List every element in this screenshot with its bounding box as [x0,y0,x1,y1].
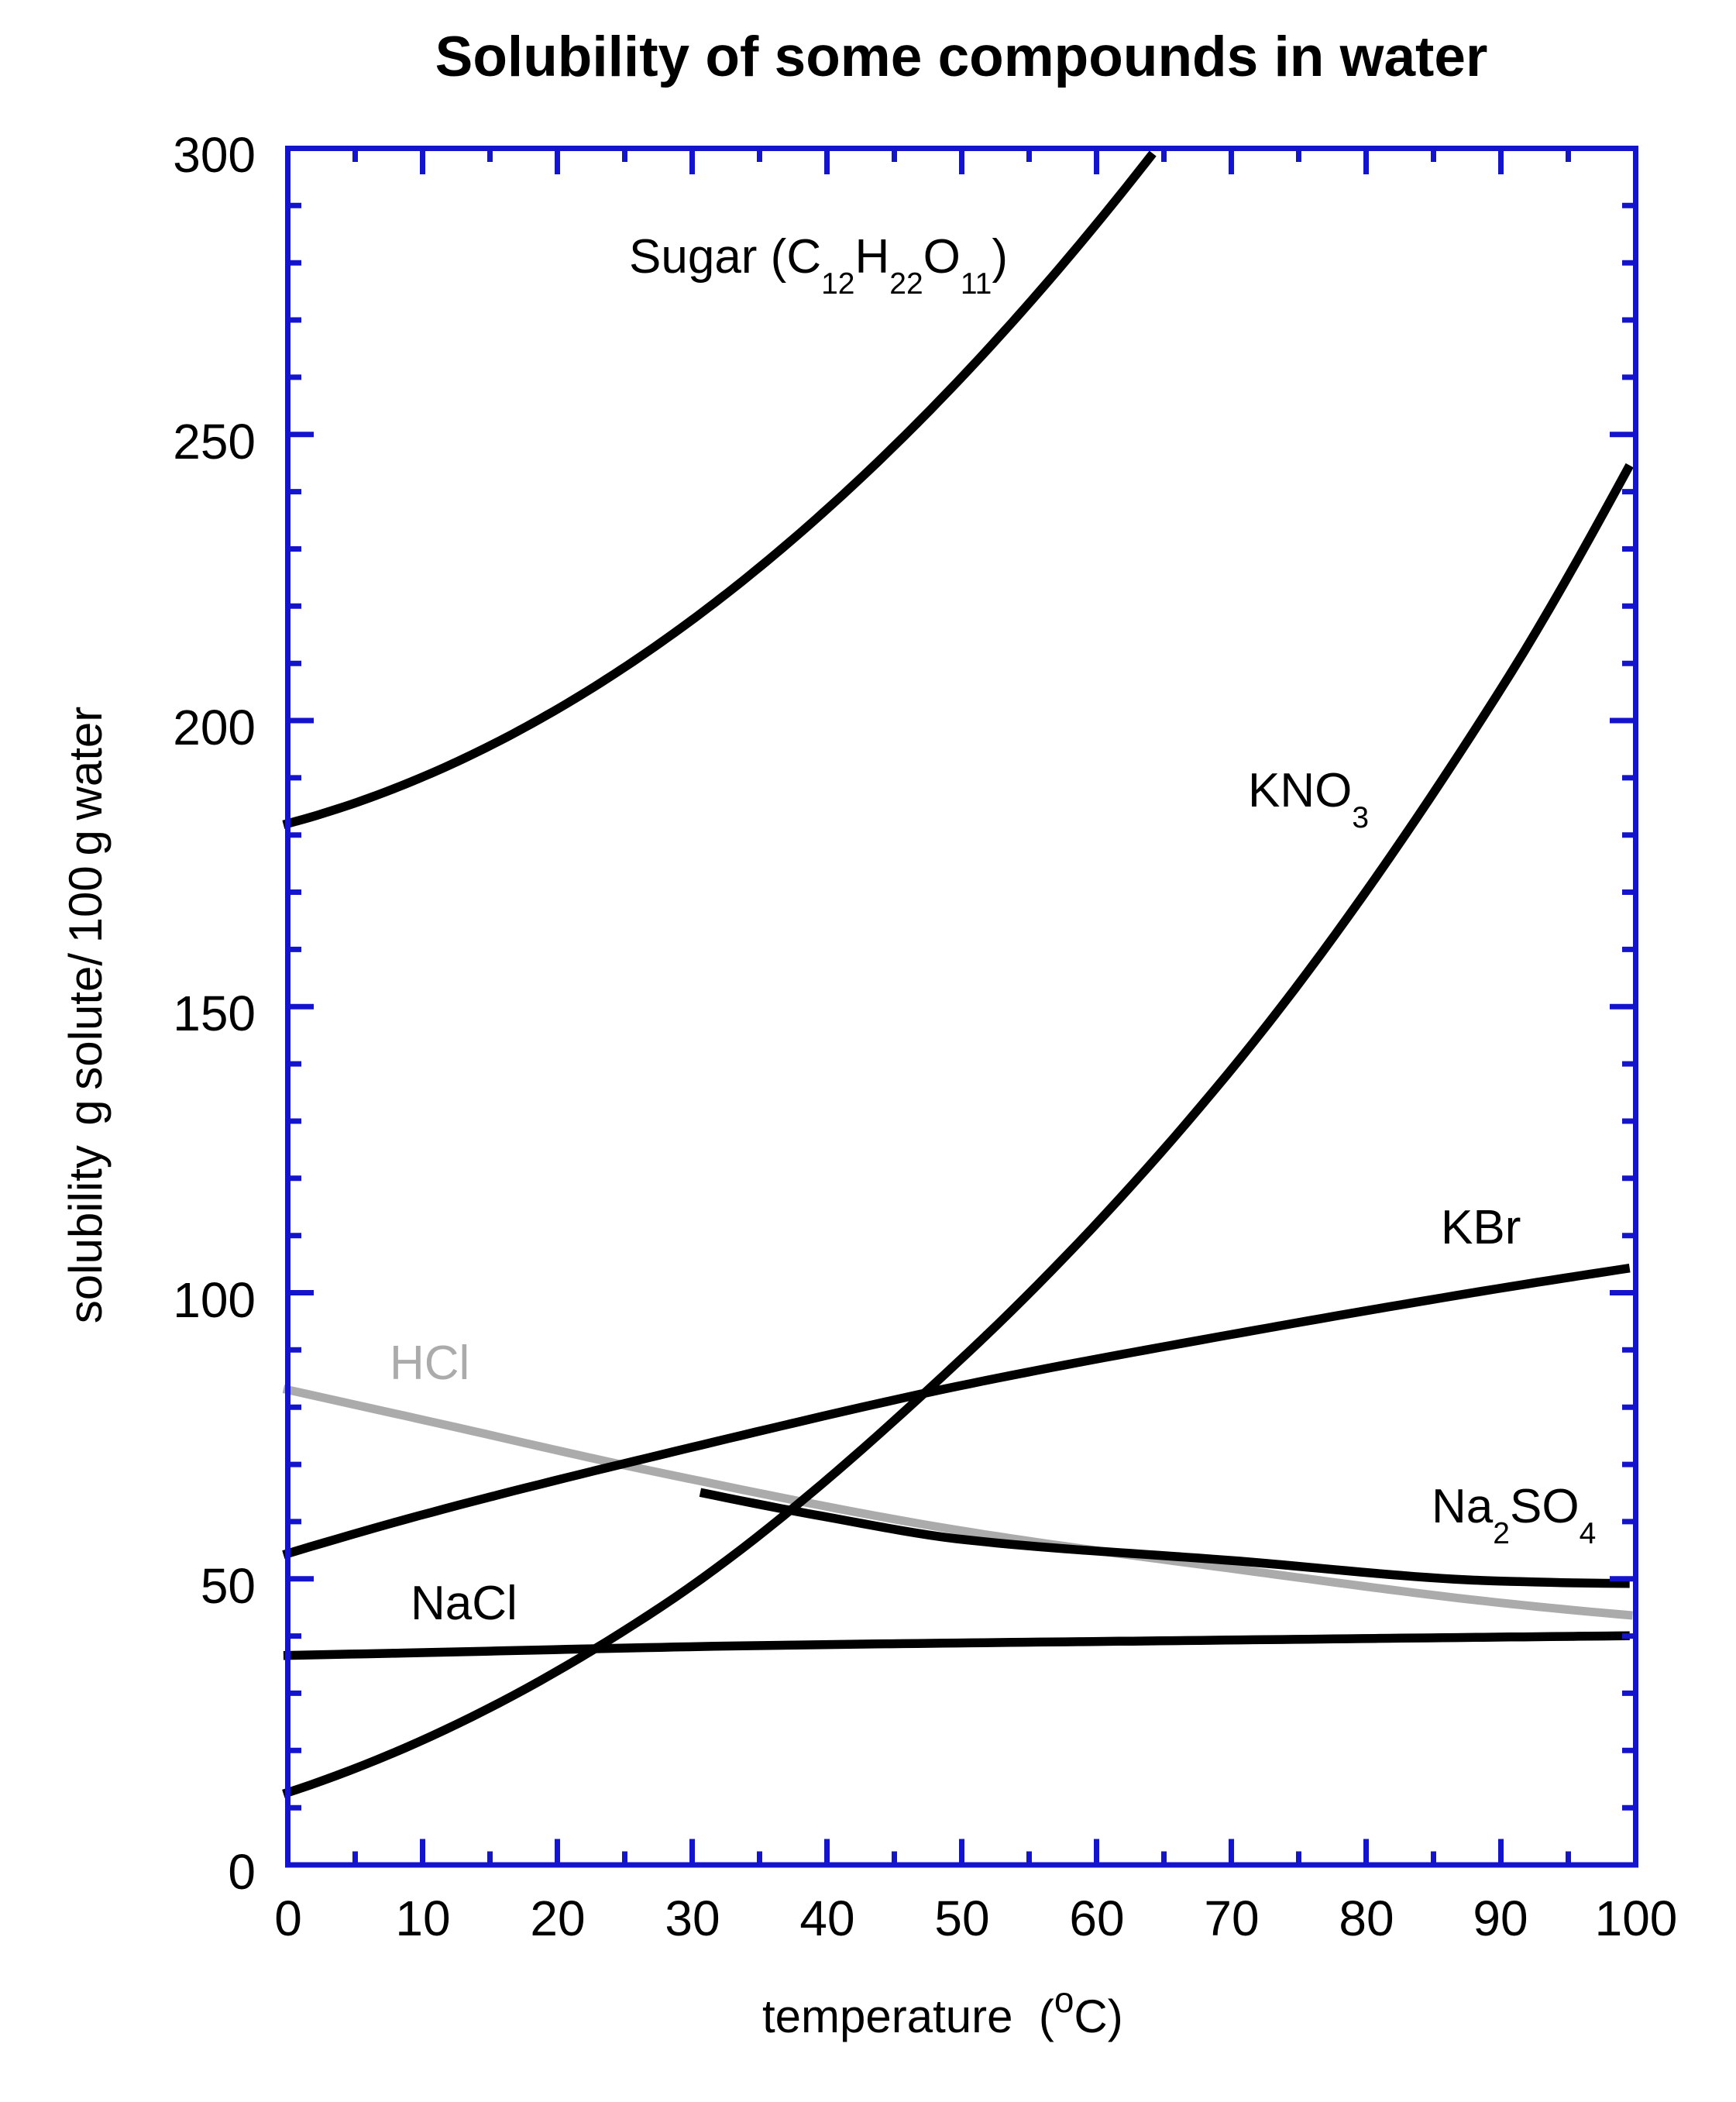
svg-text:20: 20 [530,1890,585,1946]
svg-text:150: 150 [173,986,256,1041]
svg-text:30: 30 [665,1890,720,1946]
svg-text:40: 40 [799,1890,854,1946]
svg-text:Solubility of some compounds i: Solubility of some compounds in water [435,26,1488,88]
svg-text:100: 100 [1595,1890,1678,1946]
svg-text:0: 0 [228,1844,256,1900]
svg-text:80: 80 [1339,1890,1394,1946]
svg-text:70: 70 [1204,1890,1259,1946]
svg-text:250: 250 [173,414,256,470]
svg-text:HCl: HCl [390,1337,469,1390]
svg-text:10: 10 [395,1890,450,1946]
svg-text:50: 50 [201,1558,256,1614]
svg-text:50: 50 [934,1890,989,1946]
svg-text:KBr: KBr [1441,1201,1521,1254]
svg-text:100: 100 [173,1272,256,1328]
svg-text:200: 200 [173,700,256,755]
svg-text:300: 300 [173,127,256,183]
svg-text:60: 60 [1069,1890,1124,1946]
svg-text:NaCl: NaCl [411,1577,517,1630]
svg-text:90: 90 [1473,1890,1528,1946]
svg-text:0: 0 [274,1890,302,1946]
svg-text:solubility g solute/ 100 g wa: solubility g solute/ 100 g water [60,707,112,1323]
